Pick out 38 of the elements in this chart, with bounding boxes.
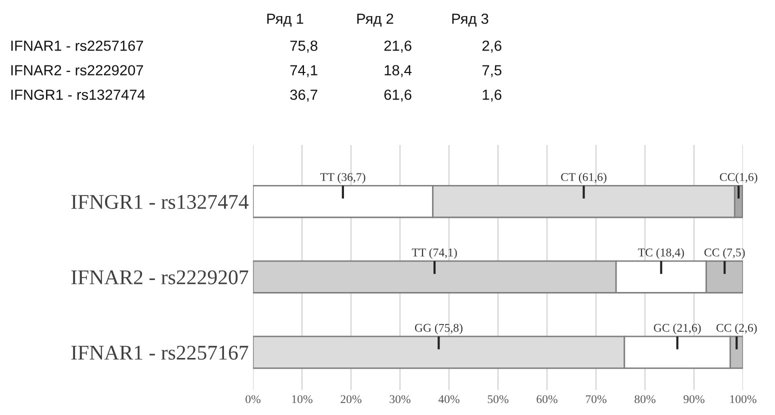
- text: 1,6: [482, 90, 502, 102]
- text: 2,6: [482, 40, 502, 53]
- text: 18,4: [384, 65, 412, 78]
- x-tick-label: 80%: [634, 395, 656, 404]
- text: 36,7: [290, 90, 318, 102]
- x-tick-label: 90%: [684, 395, 704, 404]
- text: 74,1: [290, 65, 318, 78]
- data-label: GC (21,6): [654, 324, 701, 334]
- text: 21,6: [384, 40, 412, 53]
- data-label: GG (75,8): [414, 324, 462, 334]
- data-label: CC(1,6): [720, 172, 758, 184]
- text: 61,6: [384, 90, 412, 102]
- category-label: IFNGR1 - rs1327474: [11, 90, 145, 100]
- category-label: Ряд 1: [267, 14, 304, 27]
- x-tick-label: 20%: [340, 395, 362, 404]
- data-label: TT (74,1): [412, 248, 457, 259]
- text: 7,5: [482, 65, 502, 78]
- x-tick-label: 50%: [488, 395, 508, 404]
- category-label: Ряд 3: [452, 14, 488, 27]
- data-label: TT (36,7): [320, 172, 366, 184]
- text: 75,8: [290, 40, 318, 53]
- data-label: CC (7,5): [704, 248, 745, 259]
- data-label: CC (2,6): [716, 324, 757, 334]
- y-tick-label: IFNAR1 - rs2257167: [71, 346, 248, 360]
- x-tick-label: 40%: [438, 395, 460, 404]
- x-tick-label: 10%: [292, 395, 312, 404]
- x-tick-label: 60%: [536, 395, 558, 404]
- x-tick-label: 30%: [390, 395, 410, 404]
- data-label: TC (18,4): [638, 248, 684, 259]
- x-tick-label: 70%: [586, 395, 606, 404]
- x-tick-label: 100%: [730, 395, 756, 404]
- x-tick-label: 0%: [246, 395, 260, 404]
- y-tick-label: IFNGR1 - rs1327474: [71, 194, 249, 209]
- data-label: CT (61,6): [561, 172, 606, 184]
- y-tick-label: IFNAR2 - rs2229207: [71, 270, 248, 284]
- category-label: IFNAR1 - rs2257167: [11, 40, 144, 51]
- category-label: IFNAR2 - rs2229207: [11, 65, 144, 76]
- category-label: Ряд 2: [357, 14, 394, 27]
